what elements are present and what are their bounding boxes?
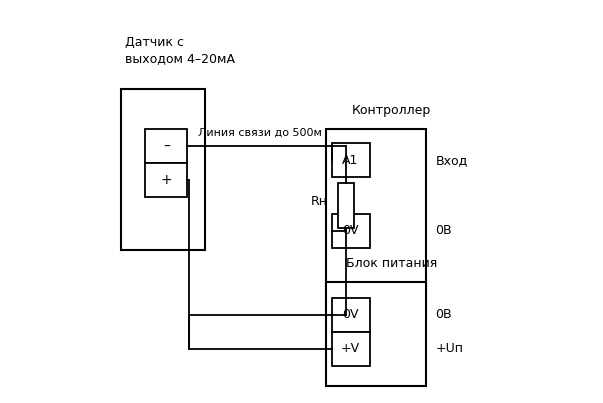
Text: 0V: 0V [343, 308, 359, 321]
Text: +Uп: +Uп [435, 342, 464, 355]
Text: +: + [160, 173, 172, 187]
Text: Вход: Вход [435, 154, 468, 167]
Bar [332, 297, 370, 332]
Text: Контроллер: Контроллер [352, 104, 431, 117]
Bar [145, 164, 188, 197]
Bar [332, 143, 370, 177]
Text: 0V: 0V [343, 224, 359, 237]
Bar [332, 214, 370, 247]
Text: 0В: 0В [435, 308, 452, 321]
Text: A1: A1 [343, 154, 359, 167]
Bar [326, 282, 426, 386]
Text: +V: +V [341, 342, 360, 355]
Text: 0В: 0В [435, 224, 452, 237]
Text: Линия связи до 500м: Линия связи до 500м [198, 128, 321, 138]
Bar [326, 129, 426, 314]
Text: –: – [163, 139, 170, 154]
Text: Rн: Rн [311, 195, 327, 208]
Text: Датчик с
выходом 4–20мА: Датчик с выходом 4–20мА [125, 36, 235, 65]
Text: Блок питания: Блок питания [346, 257, 437, 270]
Bar [145, 129, 188, 164]
Bar [338, 183, 353, 228]
Bar [332, 332, 370, 366]
Bar [121, 89, 206, 249]
